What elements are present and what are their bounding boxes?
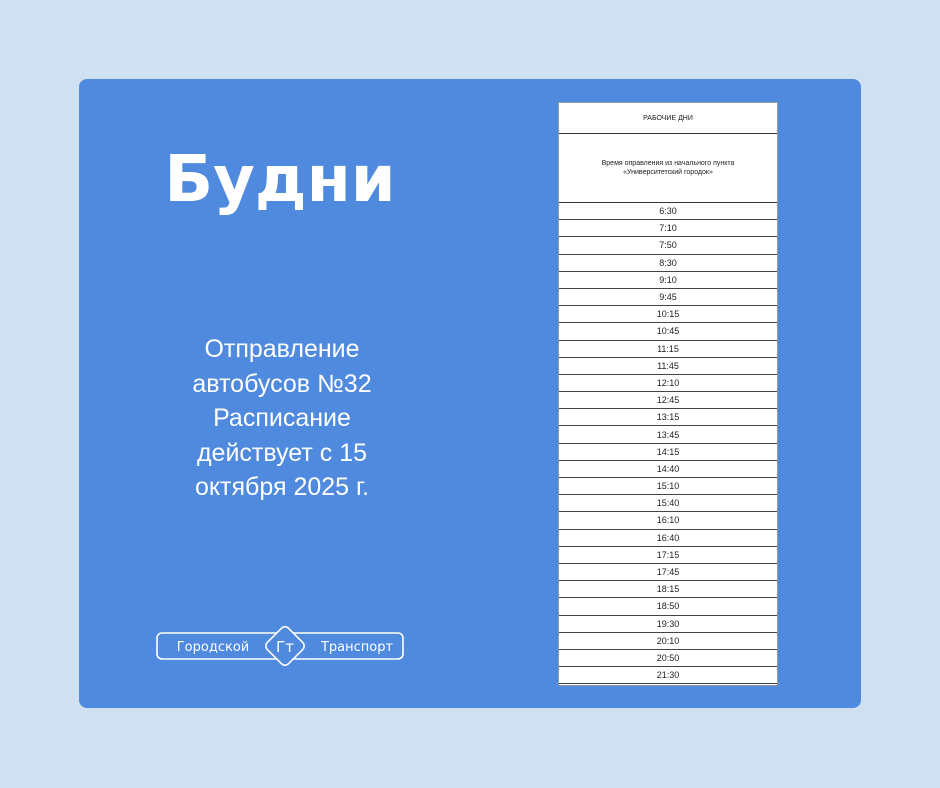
schedule-row: 9:10: [559, 272, 777, 289]
schedule-row: 8:30: [559, 255, 777, 272]
logo-right-text: Транспорт: [320, 640, 394, 655]
schedule-row: 20:50: [559, 650, 777, 668]
description-line: действует с 15: [196, 438, 368, 467]
schedule-row: 13:45: [559, 426, 777, 444]
schedule-row: 11:15: [559, 341, 777, 358]
schedule-row: 18:15: [559, 581, 777, 599]
description-line: октября 2025 г.: [194, 473, 370, 501]
subheader-line: Время оправления из начального пункта: [601, 160, 735, 167]
schedule-row: 6:30: [559, 203, 777, 221]
schedule-row: 7:50: [559, 237, 777, 255]
schedule-row: 12:10: [559, 375, 777, 393]
schedule-row: 14:15: [559, 444, 777, 461]
schedule-row: 20:10: [559, 633, 777, 650]
schedule-row: 19:30: [559, 616, 777, 633]
description-line: Отправление: [204, 335, 360, 363]
schedule-row: 16:40: [559, 530, 777, 547]
schedule-row: 16:10: [559, 512, 777, 530]
schedule-row: 10:45: [559, 323, 777, 341]
description-line: автобусов №32: [192, 369, 372, 398]
schedule-row: 21:30: [559, 667, 777, 685]
schedule-row: 7:10: [559, 220, 777, 238]
schedule-row: 15:40: [559, 495, 777, 513]
logo-mark: Гт: [276, 638, 294, 656]
schedule-row: 10:15: [559, 306, 777, 324]
schedule-header: РАБОЧИЕ ДНИ: [559, 103, 777, 134]
description-line: Расписание: [213, 404, 351, 432]
schedule-row: 12:45: [559, 392, 777, 410]
schedule-row: 18:50: [559, 598, 777, 616]
schedule-row: 14:40: [559, 461, 777, 478]
schedule-row: 11:45: [559, 358, 777, 375]
schedule-table: РАБОЧИЕ ДНИ Время оправления из начально…: [558, 102, 778, 686]
page-title: Будни: [164, 143, 396, 217]
logo-left-text: Городской: [177, 640, 249, 655]
schedule-row: 17:15: [559, 547, 777, 564]
subheader-line: «Университетский городок»: [623, 169, 713, 176]
schedule-row: 13:15: [559, 409, 777, 427]
schedule-row: 9:45: [559, 289, 777, 307]
description: Отправление автобусов №32 Расписание дей…: [79, 332, 485, 505]
schedule-row: 17:45: [559, 564, 777, 582]
city-transport-logo: Городской Гт Транспорт: [156, 626, 404, 666]
schedule-subheader: Время оправления из начального пункта «Ун…: [559, 134, 777, 203]
schedule-row: 15:10: [559, 478, 777, 496]
